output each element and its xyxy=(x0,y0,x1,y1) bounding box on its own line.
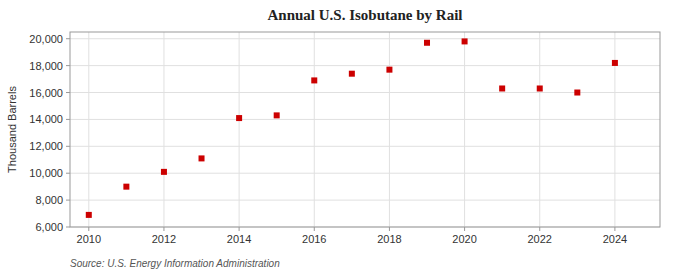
x-tick-label: 2016 xyxy=(302,233,326,245)
y-grid-line xyxy=(70,92,660,93)
point xyxy=(123,184,129,190)
x-tick-label: 2014 xyxy=(227,233,251,245)
y-tick-label: 8,000 xyxy=(35,194,63,206)
page: {"chart_data": {"type": "scatter", "titl… xyxy=(0,0,675,275)
y-grid-line xyxy=(70,65,660,66)
x-grid-line xyxy=(314,32,315,227)
y-tick xyxy=(66,146,70,147)
y-tick-label: 16,000 xyxy=(29,87,63,99)
y-tick xyxy=(66,92,70,93)
points xyxy=(86,38,618,217)
y-grid-line xyxy=(70,119,660,120)
title: Annual U.S. Isobutane by Rail xyxy=(267,7,462,23)
x-tick-label: 2018 xyxy=(377,233,401,245)
point xyxy=(499,85,505,91)
y-grid-line xyxy=(70,173,660,174)
y-tick xyxy=(66,119,70,120)
x-tick xyxy=(464,227,465,231)
y-tick-label: 18,000 xyxy=(29,60,63,72)
annotation: Source: U.S. Energy Information Administ… xyxy=(70,258,280,269)
y-tick-label: 14,000 xyxy=(29,113,63,125)
x-tick xyxy=(614,227,615,231)
x-grid-line xyxy=(88,32,89,227)
y-tick-label: 20,000 xyxy=(29,33,63,45)
y-tick xyxy=(66,227,70,228)
y-grid-line xyxy=(70,38,660,39)
point xyxy=(574,90,580,96)
point xyxy=(612,60,618,66)
point xyxy=(462,38,468,44)
y-tick xyxy=(66,38,70,39)
x-tick xyxy=(314,227,315,231)
point xyxy=(424,40,430,46)
axes: 6,000 8,000 10,000 12,000 14,000 16,000 18,000… xyxy=(29,33,627,245)
y-axis-label: Thousand Barrels xyxy=(6,86,18,173)
point xyxy=(274,112,280,118)
x-tick-label: 2012 xyxy=(152,233,176,245)
x-grid-line xyxy=(389,32,390,227)
point xyxy=(386,67,392,73)
y-tick xyxy=(66,173,70,174)
point xyxy=(311,77,317,83)
y-grid-line xyxy=(70,146,660,147)
x-tick xyxy=(88,227,89,231)
chart: 6,000 8,000 10,000 12,000 14,000 16,000 18,000… xyxy=(0,0,675,275)
x-tick xyxy=(539,227,540,231)
x-grid-line xyxy=(539,32,540,227)
point xyxy=(236,115,242,121)
x-tick xyxy=(163,227,164,231)
x-grid-line xyxy=(163,32,164,227)
point xyxy=(161,169,167,175)
x-tick xyxy=(389,227,390,231)
y-tick xyxy=(66,200,70,201)
point xyxy=(537,85,543,91)
x-grid-line xyxy=(239,32,240,227)
x-tick-label: 2024 xyxy=(603,233,627,245)
x-tick-label: 2010 xyxy=(77,233,101,245)
y-tick-label: 12,000 xyxy=(29,140,63,152)
point xyxy=(86,212,92,218)
y-tick-label: 10,000 xyxy=(29,167,63,179)
y-tick xyxy=(66,65,70,66)
point xyxy=(349,71,355,77)
x-tick xyxy=(239,227,240,231)
x-tick-label: 2020 xyxy=(452,233,476,245)
x-grid-line xyxy=(464,32,465,227)
plot-frame xyxy=(70,32,660,227)
y-tick-label: 6,000 xyxy=(35,221,63,233)
point xyxy=(199,155,205,161)
y-grid-line xyxy=(70,200,660,201)
x-tick-label: 2022 xyxy=(528,233,552,245)
grid xyxy=(70,32,660,227)
